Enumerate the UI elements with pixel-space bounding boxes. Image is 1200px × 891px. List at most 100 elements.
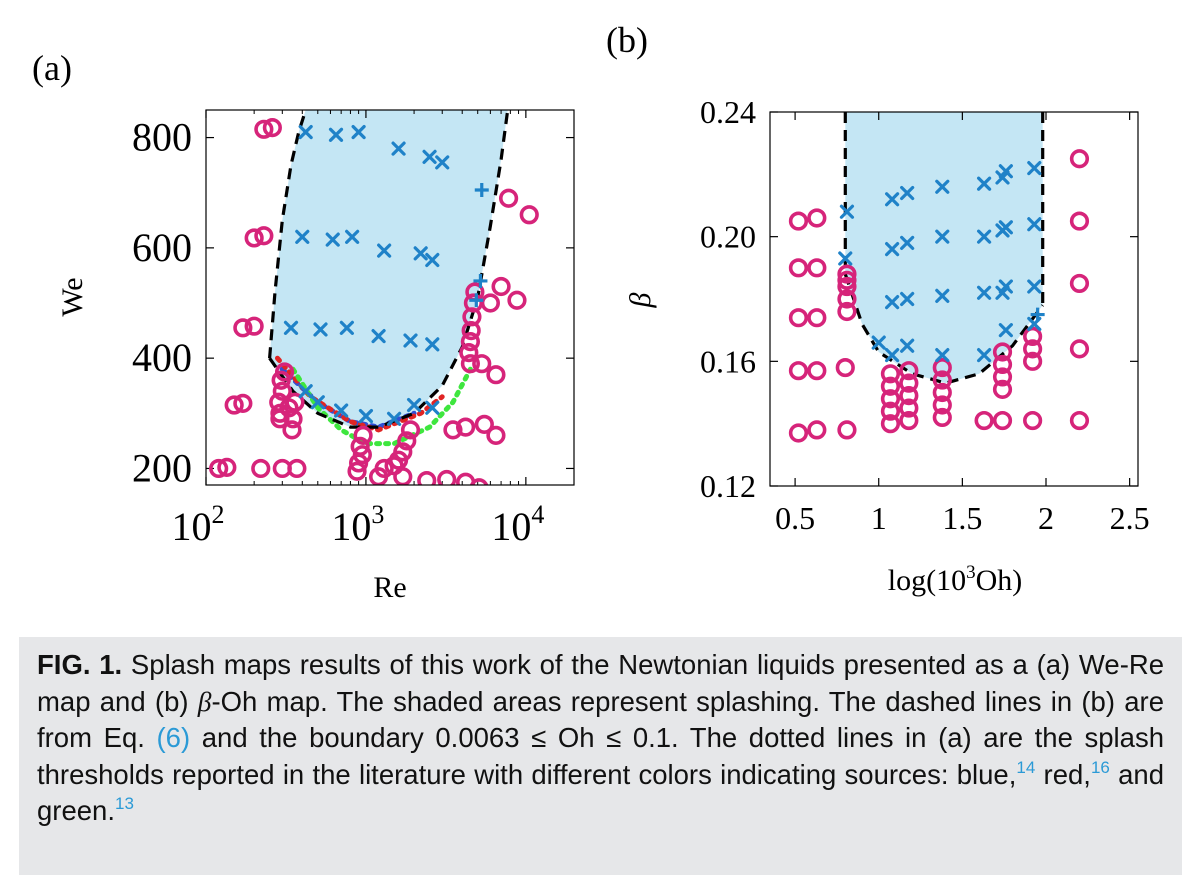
panel-b-x-tick-label: 2 bbox=[1038, 500, 1054, 536]
panel-b-no-splash-point bbox=[788, 211, 809, 231]
panel-b-no-splash-point bbox=[788, 361, 809, 381]
panel-b-x-axis-label: log(103Oh) bbox=[888, 562, 1022, 597]
caption-ref-13-link[interactable]: 13 bbox=[114, 794, 134, 813]
panel-b-splash-plus-point bbox=[1030, 307, 1045, 322]
panel-a-no-splash-point bbox=[507, 290, 527, 310]
panel-b-boundary-curve bbox=[843, 273, 1044, 385]
panel-a-splash-point bbox=[377, 243, 392, 258]
panel-a-splash-point bbox=[425, 400, 440, 415]
panel-a-splash-region bbox=[269, 110, 508, 428]
panel-b-no-splash-point bbox=[807, 361, 827, 381]
panel-a-no-splash-point bbox=[456, 472, 476, 485]
panel-b-splash-point bbox=[935, 288, 950, 303]
panel-b-no-splash-point bbox=[788, 258, 809, 278]
panel-b-no-splash-point bbox=[837, 301, 857, 322]
panel-a-splash-point bbox=[334, 403, 349, 418]
panel-b-x-tick-label: 1 bbox=[871, 500, 887, 536]
panel-b-splash-point bbox=[977, 348, 992, 363]
caption-beta-symbol: β bbox=[197, 685, 212, 717]
panel-b-no-splash-point bbox=[807, 420, 827, 440]
panel-a-no-splash-point bbox=[460, 354, 480, 374]
panel-b-y-tick-label: 0.12 bbox=[700, 468, 756, 504]
panel-a-no-splash-point bbox=[224, 395, 244, 415]
panel-a-x-tick-label: 103 bbox=[331, 500, 384, 549]
panel-b-no-splash-point bbox=[880, 364, 901, 384]
panel-b-splash-point bbox=[839, 204, 855, 219]
panel-a-no-splash-point bbox=[460, 332, 480, 352]
caption-ref-14-link[interactable]: 14 bbox=[1016, 757, 1036, 777]
panel-a-splash-point bbox=[358, 408, 374, 424]
caption-equation-link[interactable]: (6) bbox=[156, 722, 191, 753]
panel-b-no-splash-point bbox=[899, 373, 919, 393]
panel-a-no-splash-point bbox=[498, 188, 519, 208]
panel-a-no-splash-point bbox=[262, 118, 282, 138]
panel-a-splash-point bbox=[328, 127, 344, 142]
panel-b-no-splash-point bbox=[837, 264, 857, 284]
panel-b-splash-point bbox=[1027, 161, 1042, 176]
panel-a-splash-point bbox=[413, 246, 428, 261]
panel-b-no-splash-point bbox=[932, 407, 952, 428]
panel-a-x-tick-label: 104 bbox=[491, 500, 544, 549]
panel-a-x-tick-label: 102 bbox=[172, 500, 225, 549]
panel-b-splash-point bbox=[1027, 217, 1042, 232]
caption-figure-label: FIG. 1. bbox=[37, 649, 123, 680]
panel-a-splash-point bbox=[345, 229, 360, 244]
panel-a-splash-point bbox=[325, 232, 340, 247]
panel-b-no-splash-point bbox=[899, 361, 919, 381]
panel-b-splash-point bbox=[935, 229, 950, 244]
panel-a-no-splash-point bbox=[459, 343, 479, 363]
panel-a-y-tick-label: 200 bbox=[132, 445, 192, 490]
panel-a-no-splash-point bbox=[443, 420, 463, 440]
panel-b-no-splash-point bbox=[899, 410, 919, 431]
panel-a-splash-point bbox=[283, 320, 299, 335]
splash-map-figure: (a) 200 400 600 800 102 103 104 Re We (b) 0.12… bbox=[32, 20, 1150, 604]
panel-a-splash-point bbox=[386, 411, 402, 426]
caption-ref-16-link[interactable]: 16 bbox=[1090, 757, 1110, 777]
panel-a-no-splash-point bbox=[480, 293, 500, 313]
panel-b-no-splash-point bbox=[932, 370, 952, 390]
panel-b-no-splash-point bbox=[807, 308, 827, 328]
panel-a-y-axis-label: We bbox=[56, 277, 89, 316]
panel-b-splash-point bbox=[977, 176, 992, 191]
panel-b-splash-point bbox=[977, 229, 992, 244]
panel-a-frame bbox=[205, 109, 575, 486]
panel-a-splash-point bbox=[425, 252, 440, 268]
figure-caption: FIG. 1. Splash maps results of this work… bbox=[19, 637, 1182, 875]
panel-a-splash-point bbox=[425, 337, 440, 352]
panel-a-no-splash-point bbox=[209, 458, 229, 479]
panel-b-no-splash-point bbox=[835, 357, 855, 378]
panel-b-splash-point bbox=[935, 348, 950, 363]
panel-a-no-splash-point bbox=[486, 365, 506, 385]
panel-b-no-splash-point bbox=[992, 410, 1013, 431]
panel-b-no-splash-point bbox=[899, 398, 919, 418]
panel-a-no-splash-point bbox=[254, 226, 274, 246]
panel-a-no-splash-point bbox=[347, 461, 367, 481]
panel-a-splash-point bbox=[371, 329, 386, 344]
caption-text-4: red, bbox=[1035, 758, 1091, 790]
panel-a-no-splash-point bbox=[244, 316, 264, 336]
panel-b-no-splash-point bbox=[1023, 410, 1043, 431]
panel-b-splash-point bbox=[900, 235, 915, 250]
panel-b-splash-point bbox=[885, 192, 900, 207]
panel-a-no-splash-point bbox=[282, 420, 302, 440]
panel-a-splash-point bbox=[298, 384, 313, 399]
panel-a-splash-point bbox=[298, 124, 313, 140]
panel-b-splash-point bbox=[998, 323, 1013, 338]
panel-b-no-splash-point bbox=[880, 401, 901, 421]
panel-a-no-splash-point bbox=[397, 431, 417, 451]
panel-a-no-splash-point bbox=[352, 445, 372, 465]
panel-a-no-splash-point bbox=[274, 362, 295, 382]
panel-b-no-splash-point bbox=[788, 308, 809, 328]
panel-a-no-splash-point bbox=[417, 470, 437, 485]
panel-a-we-re-map: (a) 200 400 600 800 102 103 104 Re We bbox=[32, 48, 575, 604]
panel-a-splash-point bbox=[313, 322, 328, 337]
panel-b-x-tick-label: 1.5 bbox=[942, 500, 982, 536]
panel-b-y-tick-label: 0.20 bbox=[700, 219, 756, 255]
panel-b-splash-point bbox=[935, 179, 950, 194]
panel-a-no-splash-point bbox=[469, 478, 489, 485]
panel-b-splash-region bbox=[845, 112, 1043, 384]
panel-b-no-splash-point bbox=[837, 420, 857, 440]
panel-a-no-splash-point bbox=[233, 393, 253, 413]
panel-b-no-splash-point bbox=[1023, 339, 1043, 359]
panel-a-label: (a) bbox=[32, 48, 72, 88]
